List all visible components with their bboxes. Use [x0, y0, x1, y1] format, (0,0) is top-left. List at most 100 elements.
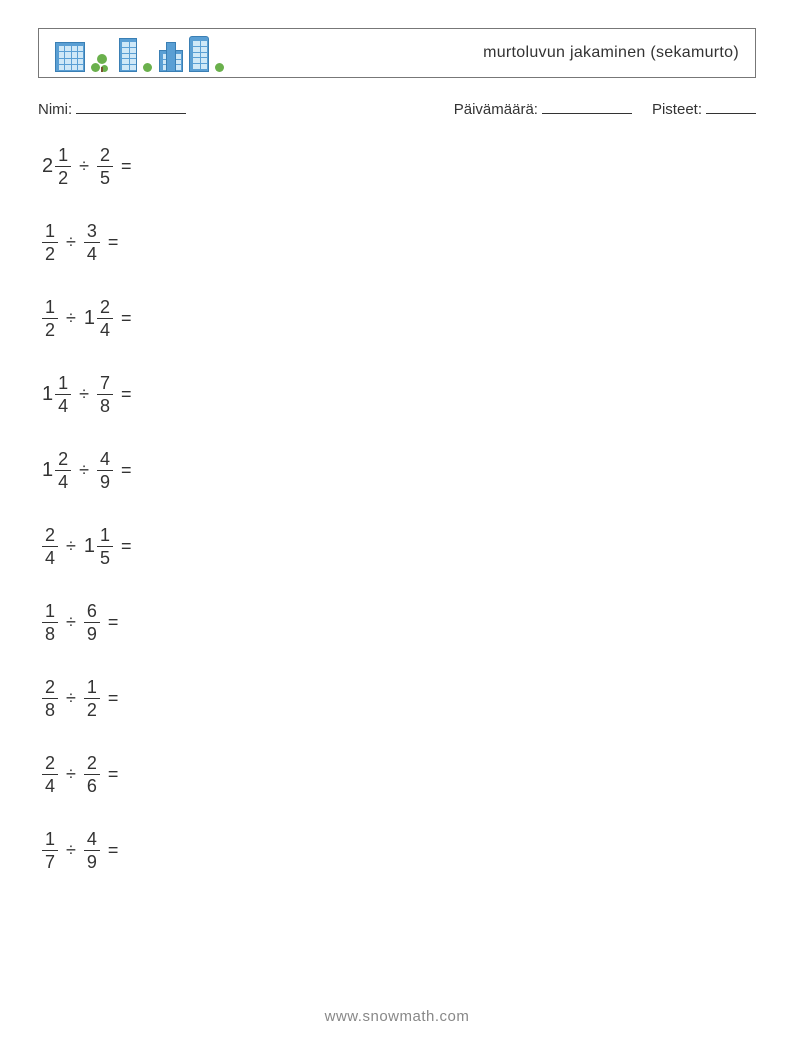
numerator: 2 [42, 526, 58, 546]
worksheet-header: murtoluvun jakaminen (sekamurto) [38, 28, 756, 78]
equals-sign: = [121, 308, 132, 329]
mixed-number: 115 [84, 526, 113, 567]
mixed-number: 26 [84, 754, 100, 795]
problem-row: 124÷49= [42, 446, 132, 494]
denominator: 7 [42, 850, 58, 871]
problem-row: 12÷34= [42, 218, 132, 266]
score-blank[interactable] [706, 100, 756, 114]
mixed-number: 212 [42, 146, 71, 187]
whole-part: 1 [42, 383, 53, 406]
operator: ÷ [66, 612, 76, 633]
mixed-number: 17 [42, 830, 58, 871]
numerator: 4 [97, 450, 113, 470]
name-blank[interactable] [76, 100, 186, 114]
equals-sign: = [121, 536, 132, 557]
problem-row: 24÷115= [42, 522, 132, 570]
fraction: 12 [42, 298, 58, 339]
fraction: 12 [42, 222, 58, 263]
mixed-number: 78 [97, 374, 113, 415]
problem-row: 18 ÷ 69 = [42, 598, 132, 646]
fraction: 15 [97, 526, 113, 567]
denominator: 9 [97, 470, 113, 491]
numerator: 2 [55, 450, 71, 470]
fraction: 12 [55, 146, 71, 187]
problem-row: 12 ÷ 124 = [42, 294, 132, 342]
numerator: 1 [97, 526, 113, 546]
date-label: Päivämäärä: [454, 101, 538, 118]
numerator: 1 [42, 222, 58, 242]
equals-sign: = [108, 232, 119, 253]
building-icon [119, 36, 137, 72]
operator: ÷ [79, 384, 89, 405]
denominator: 9 [84, 622, 100, 643]
fraction: 69 [84, 602, 100, 643]
denominator: 8 [42, 698, 58, 719]
operator: ÷ [79, 156, 89, 177]
numerator: 1 [84, 678, 100, 698]
mixed-number: 24 [42, 526, 58, 567]
mixed-number: 18 [42, 602, 58, 643]
denominator: 4 [42, 546, 58, 567]
mixed-number: 12 [42, 222, 58, 263]
denominator: 9 [84, 850, 100, 871]
mixed-number: 12 [84, 678, 100, 719]
fraction: 28 [42, 678, 58, 719]
whole-part: 2 [42, 155, 53, 178]
fraction: 14 [55, 374, 71, 415]
numerator: 4 [84, 830, 100, 850]
fraction: 24 [55, 450, 71, 491]
fraction: 24 [42, 526, 58, 567]
equals-sign: = [108, 764, 119, 785]
operator: ÷ [66, 232, 76, 253]
tree-icon [91, 52, 113, 72]
denominator: 4 [55, 394, 71, 415]
building-icon [159, 40, 183, 72]
whole-part: 1 [42, 459, 53, 482]
denominator: 5 [97, 546, 113, 567]
fraction: 24 [97, 298, 113, 339]
denominator: 5 [97, 166, 113, 187]
operator: ÷ [66, 840, 76, 861]
numerator: 7 [97, 374, 113, 394]
mixed-number: 25 [97, 146, 113, 187]
numerator: 1 [42, 602, 58, 622]
equals-sign: = [121, 384, 132, 405]
mixed-number: 114 [42, 374, 71, 415]
denominator: 4 [97, 318, 113, 339]
problem-row: 212÷25= [42, 142, 132, 190]
fraction: 12 [84, 678, 100, 719]
denominator: 4 [42, 774, 58, 795]
denominator: 2 [42, 242, 58, 263]
mixed-number: 124 [84, 298, 113, 339]
date-blank[interactable] [542, 100, 632, 114]
denominator: 6 [84, 774, 100, 795]
equals-sign: = [108, 612, 119, 633]
denominator: 2 [55, 166, 71, 187]
problem-row: 28÷12= [42, 674, 132, 722]
denominator: 8 [97, 394, 113, 415]
name-label: Nimi: [38, 101, 72, 118]
score-label: Pisteet: [652, 101, 702, 118]
denominator: 2 [42, 318, 58, 339]
info-row: Nimi: Päivämäärä: Pisteet: [38, 100, 756, 118]
fraction: 24 [42, 754, 58, 795]
denominator: 4 [55, 470, 71, 491]
fraction: 26 [84, 754, 100, 795]
operator: ÷ [66, 308, 76, 329]
whole-part: 1 [84, 535, 95, 558]
operator: ÷ [79, 460, 89, 481]
building-icon [189, 34, 209, 72]
mixed-number: 69 [84, 602, 100, 643]
fraction: 49 [84, 830, 100, 871]
building-icon [55, 38, 85, 72]
equals-sign: = [121, 156, 132, 177]
numerator: 2 [97, 298, 113, 318]
operator: ÷ [66, 688, 76, 709]
denominator: 8 [42, 622, 58, 643]
bush-icon [215, 60, 225, 72]
fraction: 78 [97, 374, 113, 415]
numerator: 2 [84, 754, 100, 774]
problems-list: 212÷25=12÷34=12÷124=114÷78=124÷49=24÷115… [42, 142, 132, 874]
numerator: 1 [55, 146, 71, 166]
numerator: 2 [42, 678, 58, 698]
